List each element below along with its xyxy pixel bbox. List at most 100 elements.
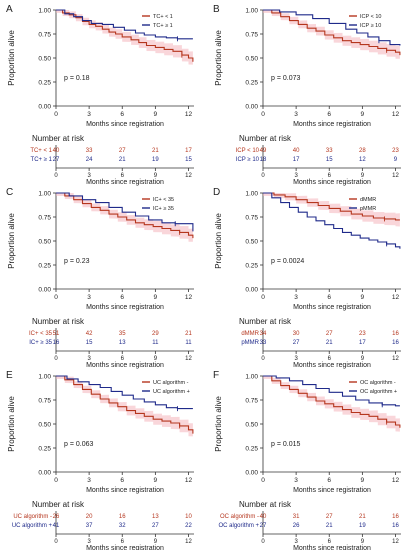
risk-count: 16 bbox=[119, 514, 126, 520]
x-tick-label: 12 bbox=[392, 294, 400, 301]
risk-count: 34 bbox=[260, 331, 267, 337]
y-axis-label: Proportion alive bbox=[214, 396, 223, 452]
legend-label: UC algorithm - bbox=[153, 380, 189, 386]
risk-count: 16 bbox=[392, 514, 399, 520]
legend-label: pMMR bbox=[360, 206, 376, 212]
risk-title: Number at risk bbox=[239, 500, 292, 509]
legend-label: ICP ≥ 10 bbox=[360, 23, 381, 29]
y-tick-label: 1.00 bbox=[38, 374, 51, 381]
km-panel-B: B 0.00 0.25 0.50 0.75 1.00 Proportion alive 0 3 6… bbox=[213, 4, 401, 186]
risk-count: 19 bbox=[359, 523, 366, 529]
risk-count: 21 bbox=[326, 340, 333, 346]
risk-group-label: OC algorithm - bbox=[220, 514, 259, 520]
y-tick-label: 0.00 bbox=[38, 287, 51, 294]
y-tick-label: 0.50 bbox=[38, 239, 51, 246]
risk-count: 15 bbox=[326, 157, 333, 163]
y-tick-label: 0.25 bbox=[38, 263, 51, 270]
y-tick-label: 0.00 bbox=[245, 287, 258, 294]
risk-count: 27 bbox=[260, 523, 267, 529]
risk-count: 22 bbox=[185, 523, 192, 529]
risk-x-tick-label: 0 bbox=[54, 539, 58, 545]
risk-x-tick-label: 12 bbox=[392, 173, 399, 179]
risk-count: 26 bbox=[293, 523, 300, 529]
risk-x-tick-label: 6 bbox=[121, 356, 125, 362]
x-tick-label: 0 bbox=[54, 294, 58, 301]
x-tick-label: 9 bbox=[361, 294, 365, 301]
legend-label: OC algorithm - bbox=[360, 380, 396, 386]
survival-curve-group1 bbox=[56, 375, 194, 434]
risk-x-tick-label: 3 bbox=[294, 539, 298, 545]
ci-band bbox=[263, 193, 400, 227]
risk-count: 49 bbox=[260, 148, 267, 154]
y-tick-label: 1.00 bbox=[245, 374, 258, 381]
survival-curve-group2 bbox=[56, 9, 193, 40]
risk-count: 16 bbox=[392, 331, 399, 337]
survival-curve-group2 bbox=[56, 375, 193, 410]
risk-x-tick-label: 9 bbox=[361, 173, 365, 179]
legend-label: OC algorithm + bbox=[360, 389, 397, 395]
x-tick-label: 0 bbox=[54, 477, 58, 484]
x-tick-label: 0 bbox=[261, 111, 265, 118]
risk-count: 21 bbox=[152, 148, 159, 154]
legend-label: TC+ < 1 bbox=[153, 14, 173, 20]
x-tick-label: 9 bbox=[154, 477, 158, 484]
risk-count: 21 bbox=[119, 157, 126, 163]
p-value: p = 0.18 bbox=[64, 75, 90, 82]
risk-x-tick-label: 9 bbox=[154, 356, 158, 362]
x-tick-label: 6 bbox=[120, 111, 124, 118]
risk-x-tick-label: 9 bbox=[361, 356, 365, 362]
risk-count: 23 bbox=[359, 331, 366, 337]
y-tick-label: 0.25 bbox=[245, 263, 258, 270]
p-value: p = 0.0024 bbox=[271, 258, 304, 265]
ci-band bbox=[56, 376, 193, 441]
risk-count: 16 bbox=[392, 340, 399, 346]
risk-group-label: ICP < 10 bbox=[236, 148, 260, 154]
risk-group-label: TC+ < 1 bbox=[30, 148, 52, 154]
risk-count: 21 bbox=[185, 331, 192, 337]
y-axis-label: Proportion alive bbox=[7, 30, 16, 86]
x-axis-label: Months since registration bbox=[293, 487, 371, 494]
x-tick-label: 9 bbox=[361, 477, 365, 484]
legend-label: UC algorithm + bbox=[153, 389, 190, 395]
risk-x-tick-label: 6 bbox=[328, 356, 332, 362]
x-tick-label: 9 bbox=[154, 111, 158, 118]
risk-count: 40 bbox=[53, 148, 60, 154]
x-tick-label: 3 bbox=[87, 477, 91, 484]
y-tick-label: 0.50 bbox=[245, 239, 258, 246]
risk-x-tick-label: 6 bbox=[121, 173, 125, 179]
risk-count: 33 bbox=[326, 148, 333, 154]
y-tick-label: 0.00 bbox=[245, 470, 258, 477]
risk-count: 10 bbox=[185, 514, 192, 520]
risk-x-tick-label: 6 bbox=[121, 539, 125, 545]
risk-x-tick-label: 6 bbox=[328, 173, 332, 179]
y-axis-label: Proportion alive bbox=[7, 396, 16, 452]
risk-count: 23 bbox=[392, 148, 399, 154]
risk-x-tick-label: 0 bbox=[261, 356, 265, 362]
x-tick-label: 12 bbox=[185, 294, 193, 301]
risk-count: 20 bbox=[86, 514, 93, 520]
km-panel-A: A 0.00 0.25 0.50 0.75 1.00 Proportion alive 0 3 6… bbox=[6, 4, 194, 186]
risk-count: 11 bbox=[185, 340, 192, 346]
y-tick-label: 0.00 bbox=[245, 104, 258, 111]
x-axis-label: Months since registration bbox=[86, 304, 164, 311]
risk-count: 42 bbox=[86, 331, 93, 337]
risk-group-label: pMMR bbox=[241, 340, 259, 346]
risk-group-label: ICP ≥ 10 bbox=[236, 157, 260, 163]
legend-label: dMMR bbox=[360, 197, 376, 203]
risk-group-label: IC+ ≥ 35 bbox=[29, 340, 52, 346]
survival-curve-group1 bbox=[263, 9, 401, 56]
legend-label: IC+ < 35 bbox=[153, 197, 174, 203]
y-tick-label: 1.00 bbox=[38, 8, 51, 15]
x-tick-label: 0 bbox=[261, 294, 265, 301]
risk-count: 24 bbox=[86, 157, 93, 163]
y-tick-label: 0.75 bbox=[38, 398, 51, 405]
risk-count: 29 bbox=[152, 331, 159, 337]
risk-x-tick-label: 12 bbox=[392, 356, 399, 362]
panel-label: E bbox=[6, 370, 13, 381]
risk-count: 40 bbox=[260, 514, 267, 520]
risk-x-axis-label: Months since registration bbox=[86, 362, 164, 369]
risk-group-label: OC algorithm + bbox=[218, 523, 259, 529]
risk-title: Number at risk bbox=[239, 134, 292, 143]
risk-count: 26 bbox=[53, 514, 60, 520]
risk-count: 11 bbox=[152, 340, 159, 346]
